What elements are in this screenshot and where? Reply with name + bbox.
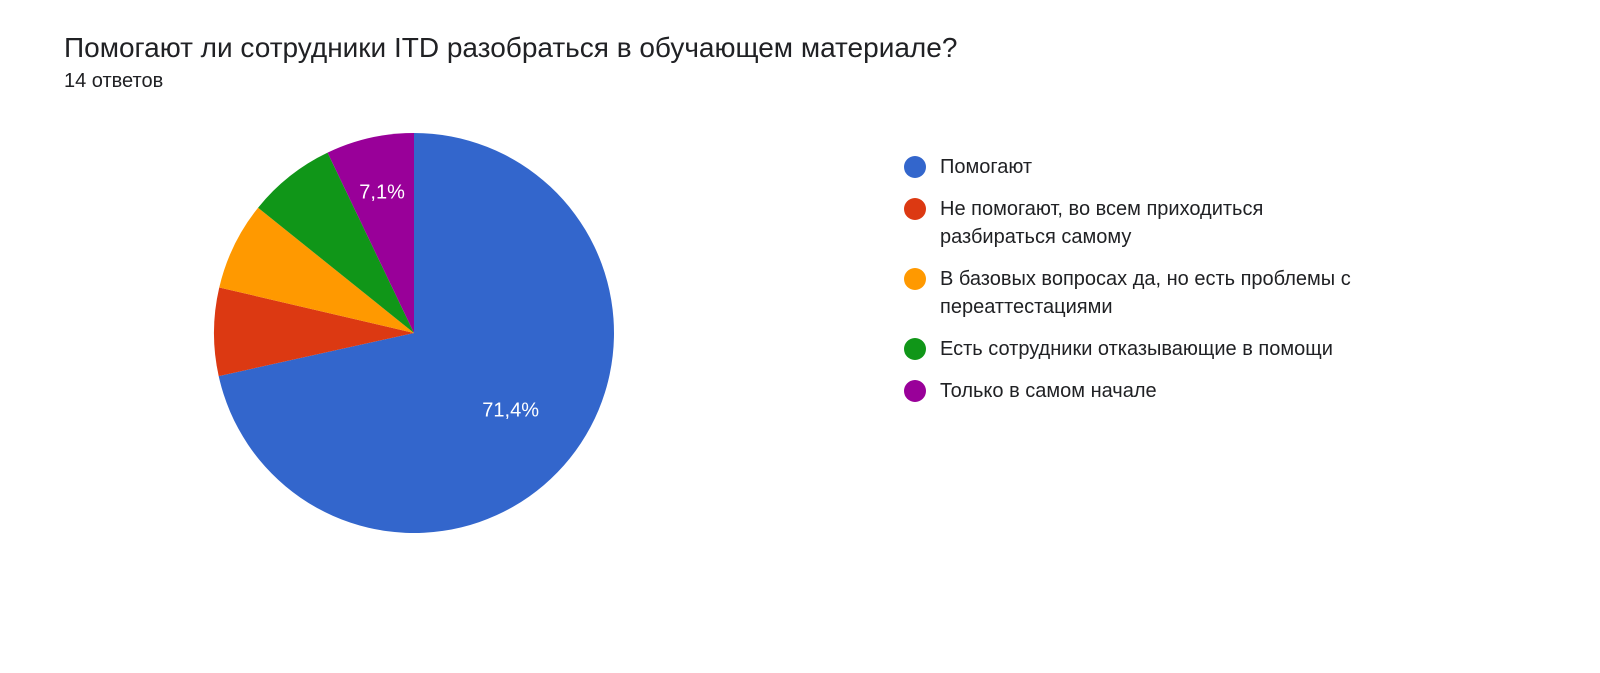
chart-title: Помогают ли сотрудники ITD разобраться в… bbox=[64, 32, 1536, 64]
legend-item[interactable]: Есть сотрудники отказывающие в помощи bbox=[904, 335, 1364, 363]
chart-row: 71,4% 7,1% Помогают Не помогают, во всем п… bbox=[64, 113, 1536, 553]
legend-swatch bbox=[904, 338, 926, 360]
legend-item[interactable]: Помогают bbox=[904, 153, 1364, 181]
legend-item[interactable]: Не помогают, во всем приходиться разбира… bbox=[904, 195, 1364, 251]
legend-label: Не помогают, во всем приходиться разбира… bbox=[940, 195, 1364, 251]
legend-label: Есть сотрудники отказывающие в помощи bbox=[940, 335, 1333, 363]
chart-subtitle: 14 ответов bbox=[64, 70, 1536, 93]
chart-container: Помогают ли сотрудники ITD разобраться в… bbox=[0, 0, 1600, 673]
pie-chart: 71,4% 7,1% bbox=[194, 113, 634, 553]
legend: Помогают Не помогают, во всем приходиться… bbox=[904, 153, 1364, 405]
pie-wrap: 71,4% 7,1% bbox=[64, 113, 764, 553]
legend-swatch bbox=[904, 380, 926, 402]
legend-label: В базовых вопросах да, но есть проблемы … bbox=[940, 265, 1364, 321]
legend-swatch bbox=[904, 156, 926, 178]
legend-swatch bbox=[904, 268, 926, 290]
legend-swatch bbox=[904, 198, 926, 220]
pie-slice-label: 71,4% bbox=[482, 400, 539, 422]
pie-slice-label: 7,1% bbox=[359, 182, 405, 204]
legend-label: Помогают bbox=[940, 153, 1032, 181]
legend-item[interactable]: Только в самом начале bbox=[904, 377, 1364, 405]
legend-label: Только в самом начале bbox=[940, 377, 1157, 405]
legend-item[interactable]: В базовых вопросах да, но есть проблемы … bbox=[904, 265, 1364, 321]
